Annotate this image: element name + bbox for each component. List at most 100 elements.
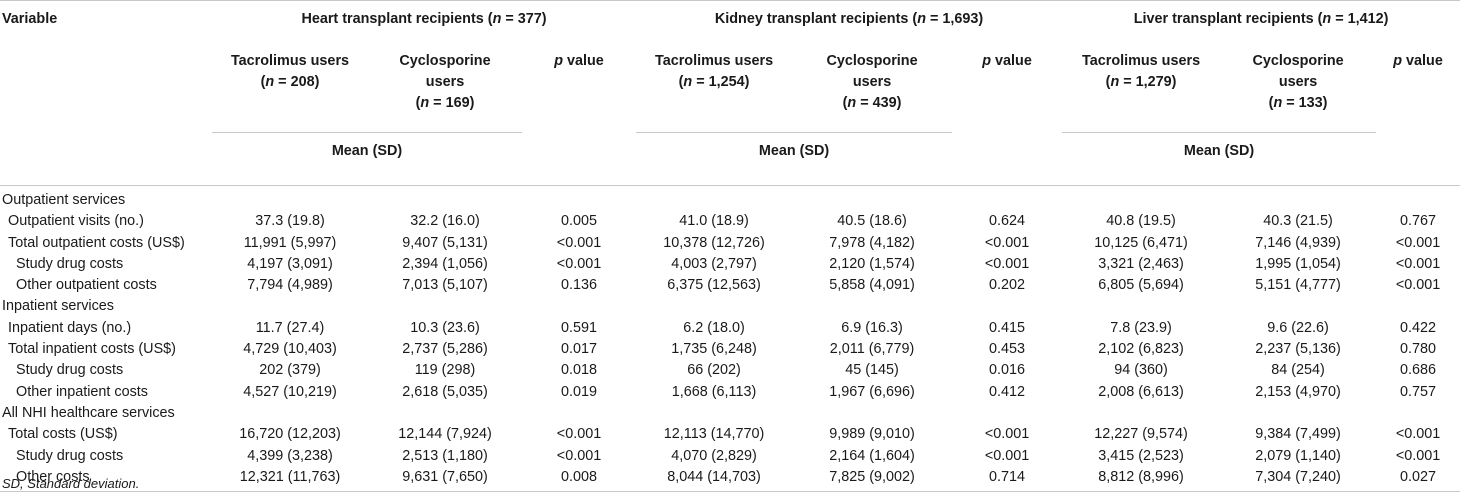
mean-sd-cell: 6,805 (5,694) xyxy=(1098,277,1184,294)
mean-sd-cell xyxy=(212,186,368,212)
empty-cell xyxy=(1376,132,1460,186)
mean-sd-cell: 10,125 (6,471) xyxy=(1094,234,1188,251)
mean-sd-cell: 7,304 (7,240) xyxy=(1220,466,1377,493)
table-row: Inpatient days (no.) 11.7 (27.4) 10.3 (23.… xyxy=(0,318,1460,339)
mean-sd-cell xyxy=(636,186,792,212)
table-row: Total outpatient costs (US$) 11,991 (5,99… xyxy=(0,233,1460,254)
mean-sd-cell xyxy=(1062,296,1220,317)
empty-cell xyxy=(0,37,212,133)
mean-sd-cell: 2,164 (1,604) xyxy=(829,447,915,464)
mean-sd-cell: 11.7 (27.4) xyxy=(255,319,325,336)
mean-sd-cell: 2,079 (1,140) xyxy=(1255,447,1341,464)
mean-sd-cell xyxy=(212,403,368,424)
mean-sd-cell: 3,415 (2,523) xyxy=(1098,447,1184,464)
row-label: Study drug costs xyxy=(16,447,124,464)
subheader-cyclosporine-kidney: Cyclosporine users (n = 439) xyxy=(792,37,953,133)
p-value-cell: <0.001 xyxy=(556,447,602,464)
mean-sd-cell xyxy=(792,296,952,317)
mean-sd-cell: 4,003 (2,797) xyxy=(671,255,757,272)
p-value-cell: 0.453 xyxy=(989,341,1026,358)
mean-sd-cell: 10.3 (23.6) xyxy=(410,319,480,336)
mean-sd-cell xyxy=(1062,186,1220,212)
p-value-cell xyxy=(1376,296,1460,317)
p-value-cell: 0.016 xyxy=(989,362,1026,379)
p-value-cell: 0.027 xyxy=(1376,466,1460,493)
p-value-cell: <0.001 xyxy=(556,255,602,272)
mean-sd-cell: 4,197 (3,091) xyxy=(247,255,333,272)
table-row: Other costs 12,321 (11,763) 9,631 (7,650) 0… xyxy=(0,466,1460,493)
p-value-cell: 0.415 xyxy=(989,319,1026,336)
row-label: Study drug costs xyxy=(16,255,124,272)
row-label: Total outpatient costs (US$) xyxy=(8,234,185,251)
row-label: Total costs (US$) xyxy=(8,426,118,443)
mean-sd-cell: 10,378 (12,726) xyxy=(663,234,765,251)
row-label: Other inpatient costs xyxy=(16,383,148,400)
mean-sd-cell: 41.0 (18.9) xyxy=(679,213,749,230)
table-row: Other outpatient costs 7,794 (4,989) 7,013… xyxy=(0,275,1460,296)
mean-sd-liver: Mean (SD) xyxy=(1062,132,1377,186)
mean-sd-cell: 11,991 (5,997) xyxy=(243,234,337,251)
mean-sd-cell xyxy=(1220,296,1376,317)
p-value-cell: 0.686 xyxy=(1400,362,1437,379)
table-row: Other inpatient costs 4,527 (10,219) 2,618… xyxy=(0,382,1460,403)
section-row: All NHI healthcare services xyxy=(0,403,1460,424)
mean-sd-cell: 37.3 (19.8) xyxy=(255,213,325,230)
mean-sd-cell: 7,146 (4,939) xyxy=(1255,234,1341,251)
mean-sd-kidney: Mean (SD) xyxy=(636,132,953,186)
mean-sd-cell: 40.3 (21.5) xyxy=(1263,213,1333,230)
row-label: Outpatient visits (no.) xyxy=(8,213,144,230)
row-label: Other costs xyxy=(0,466,212,493)
p-value-cell: 0.017 xyxy=(561,341,598,358)
mean-sd-cell: 4,070 (2,829) xyxy=(671,447,757,464)
p-value-cell xyxy=(952,403,1062,424)
empty-cell xyxy=(522,132,637,186)
subheader-pvalue-liver: p value xyxy=(1393,53,1443,69)
table-row: Outpatient visits (no.) 37.3 (19.8) 32.2 (… xyxy=(0,211,1460,232)
mean-sd-cell: 1,967 (6,696) xyxy=(829,383,915,400)
mean-sd-cell: 2,008 (6,613) xyxy=(1098,383,1184,400)
mean-sd-cell: 202 (379) xyxy=(259,362,321,379)
subheader-tacrolimus-kidney: Tacrolimus users (n = 1,254) xyxy=(636,37,793,133)
p-value-cell: 0.202 xyxy=(989,277,1026,294)
table-row: Study drug costs 4,399 (3,238) 2,513 (1,18… xyxy=(0,446,1460,467)
empty-cell xyxy=(0,132,212,186)
mean-sd-cell: 12,321 (11,763) xyxy=(212,466,368,493)
mean-sd-cell xyxy=(368,403,522,424)
table-row: Study drug costs 202 (379) 119 (298) 0.018 6… xyxy=(0,360,1460,381)
header-group-kidney: Kidney transplant recipients (n = 1,693) xyxy=(636,0,1063,37)
row-label: All NHI healthcare services xyxy=(2,404,175,421)
p-value-cell: 0.008 xyxy=(522,466,637,493)
mean-sd-cell: 40.5 (18.6) xyxy=(837,213,907,230)
p-value-cell: 0.714 xyxy=(952,466,1063,493)
row-label: Study drug costs xyxy=(16,362,124,379)
row-label: Inpatient services xyxy=(2,298,114,315)
table-body: Outpatient services Outpatient visits (no… xyxy=(0,186,1460,493)
table-row: Total inpatient costs (US$) 4,729 (10,403… xyxy=(0,339,1460,360)
mean-sd-cell: 6.9 (16.3) xyxy=(841,319,903,336)
mean-sd-cell xyxy=(1062,403,1220,424)
mean-sd-cell: 8,812 (8,996) xyxy=(1062,466,1221,493)
mean-sd-cell: 6,375 (12,563) xyxy=(667,277,761,294)
p-value-cell: <0.001 xyxy=(984,234,1030,251)
mean-sd-cell: 4,527 (10,219) xyxy=(243,383,337,400)
mean-sd-cell: 6.2 (18.0) xyxy=(683,319,745,336)
row-label: Total inpatient costs (US$) xyxy=(8,341,176,358)
section-row: Outpatient services xyxy=(0,186,1460,212)
mean-sd-cell: 45 (145) xyxy=(845,362,899,379)
mean-sd-cell: 2,120 (1,574) xyxy=(829,255,915,272)
mean-sd-cell xyxy=(792,186,952,212)
mean-sd-cell: 7,794 (4,989) xyxy=(247,277,333,294)
subheader-pvalue-kidney: p value xyxy=(982,53,1032,69)
p-value-cell: <0.001 xyxy=(1395,447,1441,464)
mean-sd-cell: 94 (360) xyxy=(1114,362,1168,379)
p-value-cell: 0.624 xyxy=(989,213,1026,230)
mean-sd-cell: 8,044 (14,703) xyxy=(636,466,793,493)
mean-sd-cell: 9.6 (22.6) xyxy=(1267,319,1329,336)
mean-sd-cell: 16,720 (12,203) xyxy=(239,426,341,443)
p-value-cell: 0.422 xyxy=(1400,319,1437,336)
mean-sd-cell xyxy=(792,403,952,424)
p-value-cell xyxy=(952,296,1062,317)
mean-sd-cell: 7,825 (9,002) xyxy=(792,466,953,493)
